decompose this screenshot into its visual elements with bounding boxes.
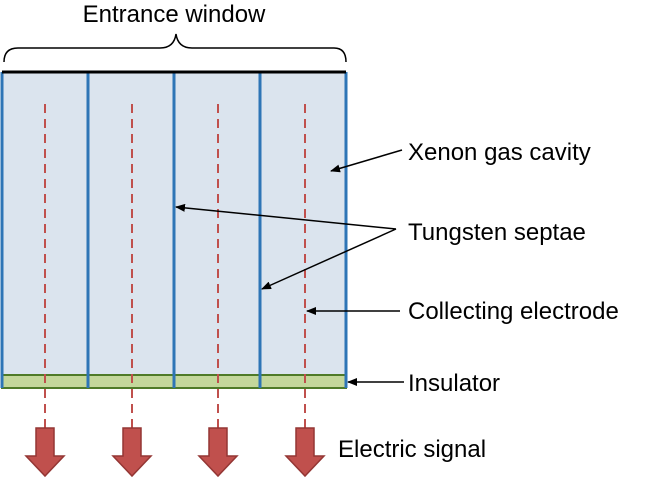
signal-arrows-group xyxy=(24,427,326,478)
septae-pointer-arrow-icon xyxy=(175,203,397,230)
signal-arrow-icon xyxy=(197,427,239,478)
xenon-pointer-arrow-icon xyxy=(330,149,403,173)
collecting-electrodes-group xyxy=(44,104,306,428)
insulator-label: Insulator xyxy=(408,370,500,397)
signal-arrow-icon xyxy=(284,427,326,478)
collecting-electrode-label: Collecting electrode xyxy=(408,298,619,325)
signal-arrow-icon xyxy=(24,427,66,478)
entrance-window-brace xyxy=(3,33,347,63)
tungsten-septae-label: Tungsten septae xyxy=(408,219,586,246)
electric-signal-label: Electric signal xyxy=(338,436,486,463)
signal-arrow-icon xyxy=(111,427,153,478)
tungsten-septa-group xyxy=(0,72,348,388)
xenon-gas-cavity-label: Xenon gas cavity xyxy=(408,139,591,166)
entrance-window-label: Entrance window xyxy=(83,1,266,28)
septae-pointer-arrow-icon xyxy=(261,228,397,290)
